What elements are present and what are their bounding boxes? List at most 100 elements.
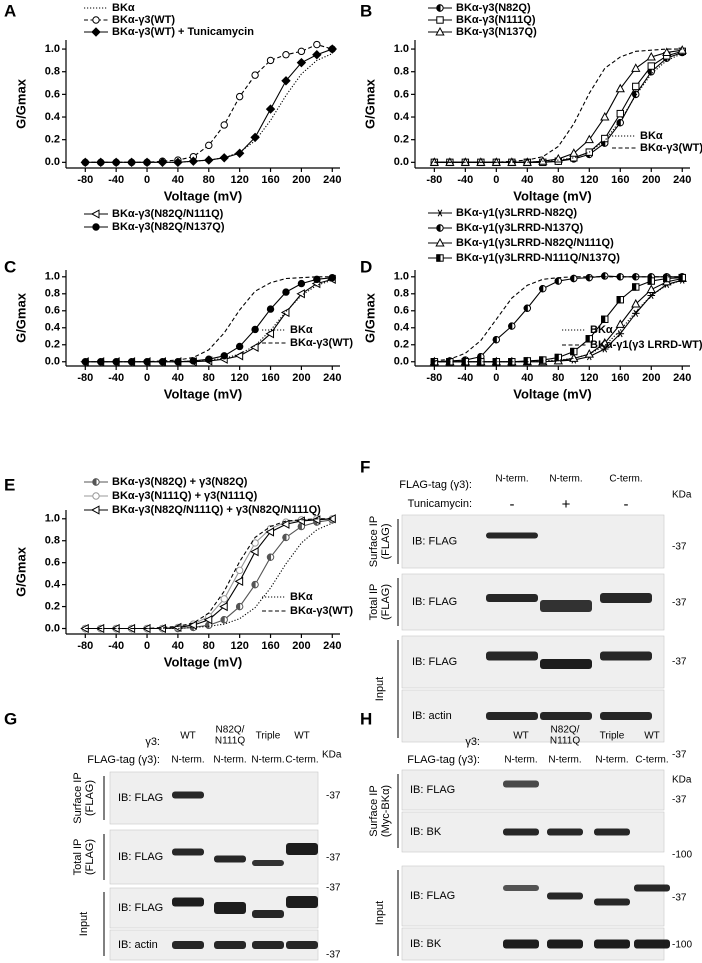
mw-marker: -37 [672, 893, 687, 904]
lane-label: N-term. [548, 755, 581, 766]
legend-label: BKα-γ3(WT) + Tunicamycin [112, 26, 254, 38]
marker-part [436, 16, 444, 24]
data-point [266, 553, 275, 561]
section-label: Surface IP [72, 772, 84, 823]
series-line [434, 53, 683, 163]
data-point [677, 45, 687, 54]
y-tick-label: 0.2 [394, 134, 409, 146]
data-point [631, 63, 641, 72]
marker-part [327, 514, 336, 524]
data-point [539, 356, 547, 364]
marker-part [234, 148, 245, 158]
legend-label: BKα-γ1(γ3LRRD-N82Q) [456, 207, 577, 219]
legend-label: BKα-γ3(N111Q) [456, 14, 536, 26]
x-tick-label: 160 [611, 372, 629, 384]
data-point [220, 352, 228, 360]
marker-part [266, 305, 275, 313]
marker-part [678, 273, 683, 282]
marker-part [126, 157, 137, 168]
marker-part [602, 345, 608, 353]
data-point [585, 335, 593, 343]
marker-part [235, 566, 244, 575]
y-tick-label: 0.8 [45, 66, 60, 78]
series-line [434, 276, 683, 362]
y-tick-label: 0.4 [394, 322, 410, 334]
marker-part [250, 547, 259, 557]
marker-part [205, 355, 213, 363]
mw-marker: -37 [672, 795, 687, 806]
marker-part [435, 237, 445, 247]
y-axis-label: G/Gmax [362, 292, 377, 343]
marker-part [631, 298, 641, 308]
legend-marker [91, 27, 101, 37]
x-tick-label: 0 [144, 174, 150, 186]
legend-label: BKα-γ3(N82Q/N137Q) [112, 221, 225, 233]
band [634, 884, 670, 892]
lane-label: N111Q [215, 736, 245, 747]
lane-label: - [510, 496, 515, 513]
header-label: FLAG-tag (γ3): [407, 754, 480, 766]
panel-label: B [360, 1, 372, 20]
marker-part [297, 522, 302, 531]
section-label: Total IP [72, 839, 84, 876]
data-point [296, 516, 305, 526]
data-point [157, 623, 166, 634]
y-tick-label: 0.2 [394, 339, 409, 351]
data-point [297, 47, 306, 56]
data-point [158, 358, 167, 366]
legend-marker [436, 224, 444, 232]
marker-part [436, 224, 441, 232]
legend-label: BKα-γ3(N82Q/N111Q) [112, 208, 224, 220]
x-tick-label: 120 [230, 640, 248, 652]
marker-part [312, 50, 322, 60]
data-point [204, 155, 214, 165]
data-point [313, 40, 321, 49]
mw-marker: -37 [326, 950, 341, 961]
data-point [615, 319, 625, 328]
marker-part [647, 277, 652, 285]
marker-part [203, 615, 213, 625]
ib-label: IB: FLAG [118, 792, 163, 804]
blot-row [401, 514, 665, 569]
data-point [554, 277, 563, 285]
section-label: Input [374, 677, 386, 701]
x-tick-label: -80 [77, 372, 93, 384]
data-point [126, 157, 137, 168]
band [503, 885, 539, 891]
header-label: γ3: [465, 736, 480, 748]
lane-label: N82Q/ [551, 725, 580, 736]
x-tick-label: 200 [642, 372, 660, 384]
marker-part [282, 533, 287, 542]
data-point [251, 71, 259, 79]
data-point [266, 305, 275, 313]
x-tick-label: 40 [172, 372, 184, 384]
marker-part [266, 553, 272, 561]
band [214, 902, 246, 914]
marker-part [204, 155, 214, 165]
data-point [157, 157, 168, 168]
data-point [678, 273, 686, 282]
marker-part [234, 351, 244, 361]
band [503, 939, 539, 949]
data-point [631, 309, 640, 317]
mw-marker: -37 [672, 657, 687, 668]
x-tick-label: 80 [203, 174, 215, 186]
marker-part [570, 347, 575, 356]
data-point [647, 291, 656, 300]
marker-part [205, 141, 213, 150]
legend-label: BKα-γ3(WT) [112, 14, 175, 26]
data-point [235, 566, 244, 575]
data-point [234, 576, 244, 586]
data-point [584, 349, 594, 358]
marker-part [554, 277, 559, 285]
marker-part [632, 82, 640, 91]
data-point [523, 357, 532, 365]
legend-marker [92, 492, 100, 500]
lane-label: WT [294, 731, 310, 742]
marker-part [158, 358, 167, 366]
y-tick-label: 0.4 [394, 111, 410, 123]
marker-part [188, 156, 199, 166]
ib-label: IB: FLAG [412, 656, 457, 668]
legend-marker [435, 237, 445, 247]
data-point [251, 325, 259, 334]
